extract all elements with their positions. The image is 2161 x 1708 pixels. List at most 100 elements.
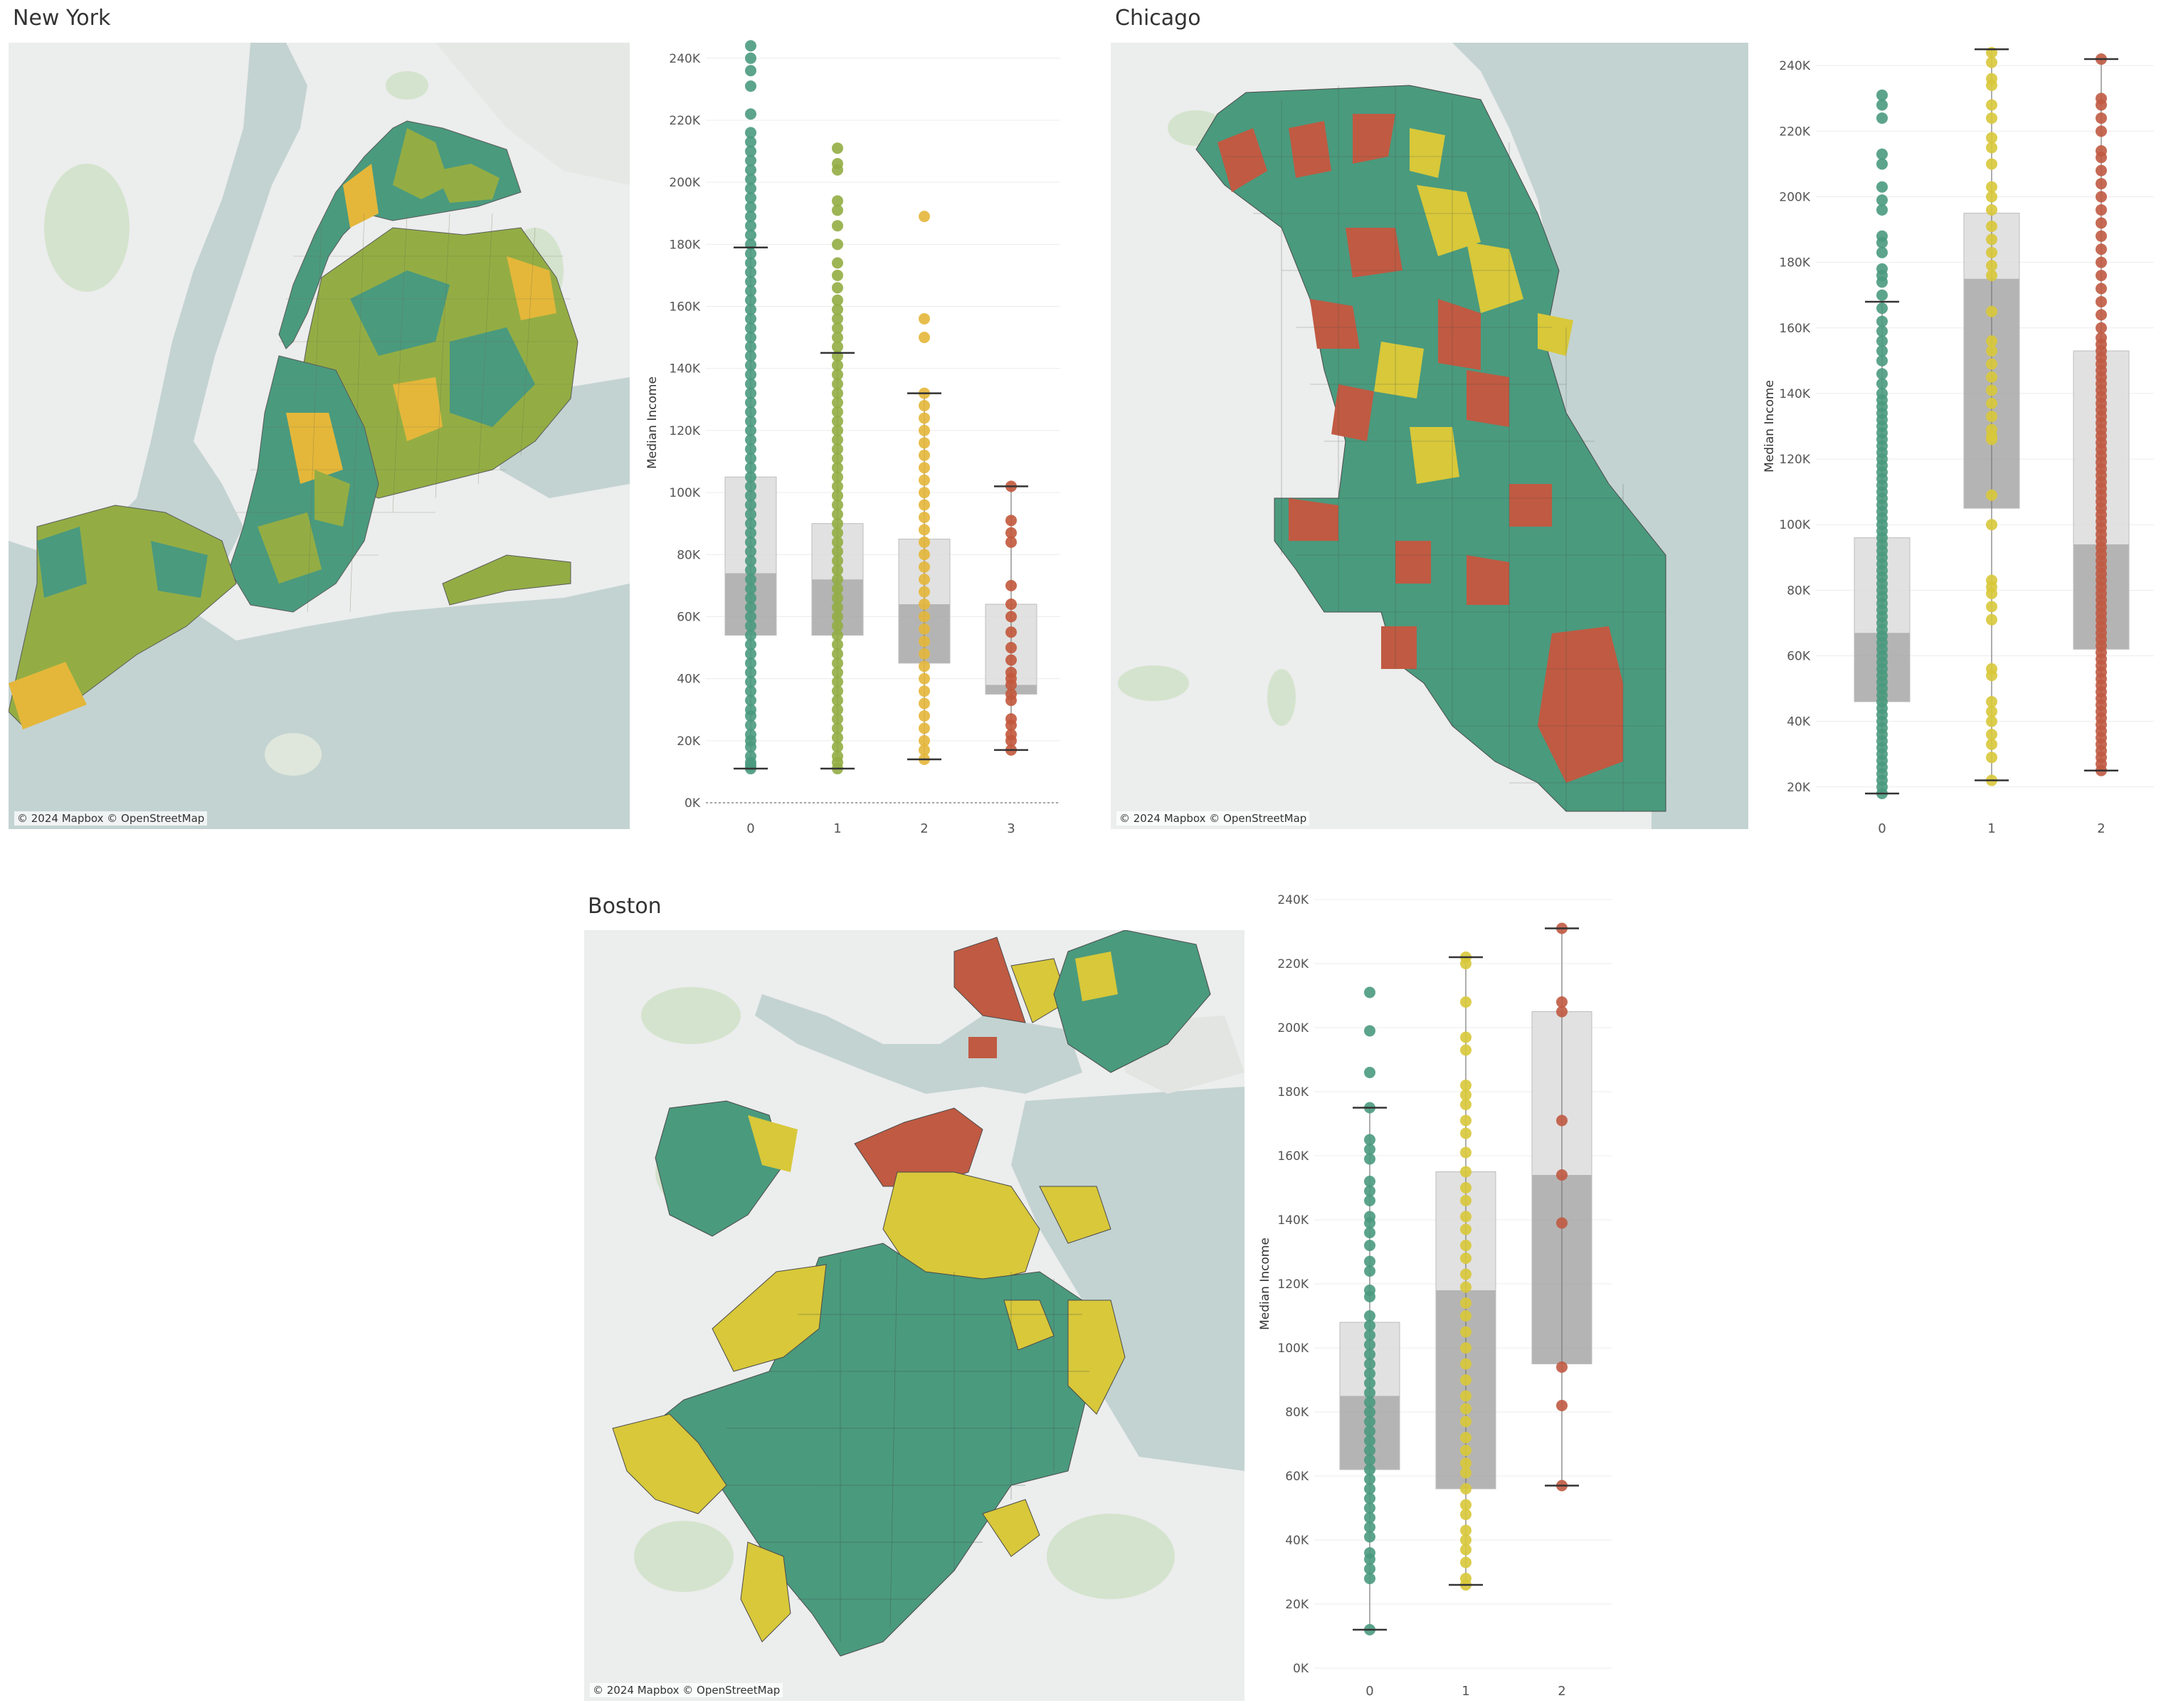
data-point[interactable] — [832, 536, 843, 548]
data-point[interactable] — [1364, 1349, 1375, 1360]
data-point[interactable] — [1364, 1483, 1375, 1494]
data-point[interactable] — [1460, 1044, 1472, 1056]
data-point[interactable] — [745, 666, 756, 678]
data-point[interactable] — [745, 359, 756, 371]
data-point[interactable] — [1986, 112, 1997, 124]
data-point[interactable] — [832, 629, 843, 641]
data-point[interactable] — [745, 480, 756, 492]
data-point[interactable] — [1986, 371, 1997, 383]
data-point[interactable] — [832, 238, 843, 251]
data-point[interactable] — [832, 359, 843, 371]
data-point[interactable] — [1364, 1134, 1375, 1146]
data-point[interactable] — [1460, 1432, 1472, 1443]
data-point[interactable] — [1005, 713, 1017, 725]
data-point[interactable] — [1364, 1265, 1375, 1277]
data-point[interactable] — [832, 527, 843, 539]
data-point[interactable] — [1364, 1573, 1375, 1584]
data-point[interactable] — [745, 191, 756, 204]
data-point[interactable] — [1460, 1099, 1472, 1110]
data-point[interactable] — [745, 695, 756, 707]
data-point[interactable] — [1986, 705, 1997, 717]
data-point[interactable] — [1986, 204, 1997, 216]
map-chicago[interactable]: © 2024 Mapbox © OpenStreetMap — [1111, 43, 1748, 829]
data-point[interactable] — [745, 65, 756, 77]
data-point[interactable] — [745, 433, 756, 446]
data-point[interactable] — [745, 638, 756, 650]
data-point[interactable] — [832, 583, 843, 595]
data-point[interactable] — [832, 433, 843, 446]
data-point[interactable] — [1460, 1403, 1472, 1415]
data-point[interactable] — [1556, 996, 1568, 1008]
data-point[interactable] — [745, 378, 756, 390]
data-point[interactable] — [919, 549, 930, 561]
data-point[interactable] — [919, 536, 930, 548]
data-point[interactable] — [745, 387, 756, 399]
data-point[interactable] — [1986, 233, 1997, 246]
data-point[interactable] — [1005, 688, 1017, 700]
data-point[interactable] — [745, 554, 756, 566]
data-point[interactable] — [1364, 1176, 1375, 1187]
data-point[interactable] — [1460, 1358, 1472, 1370]
data-point[interactable] — [745, 592, 756, 604]
data-point[interactable] — [919, 424, 930, 436]
data-point[interactable] — [832, 443, 843, 455]
data-point[interactable] — [745, 164, 756, 176]
data-point[interactable] — [745, 443, 756, 455]
data-point[interactable] — [745, 750, 756, 762]
data-point[interactable] — [832, 704, 843, 716]
data-point[interactable] — [1986, 384, 1997, 396]
data-point[interactable] — [1460, 1166, 1472, 1178]
data-point[interactable] — [2096, 309, 2107, 321]
data-point[interactable] — [1556, 1114, 1568, 1127]
data-point[interactable] — [1876, 302, 1888, 315]
data-point[interactable] — [745, 173, 756, 185]
data-point[interactable] — [745, 332, 756, 344]
data-point[interactable] — [1876, 378, 1888, 390]
data-point[interactable] — [1460, 1524, 1472, 1536]
data-point[interactable] — [745, 648, 756, 660]
data-point[interactable] — [832, 620, 843, 632]
data-point[interactable] — [1364, 1368, 1375, 1379]
data-point[interactable] — [1876, 345, 1888, 357]
data-point[interactable] — [1005, 579, 1017, 591]
data-point[interactable] — [832, 695, 843, 707]
data-point[interactable] — [1460, 1253, 1472, 1264]
data-point[interactable] — [1364, 1473, 1375, 1485]
data-point[interactable] — [1556, 1006, 1568, 1018]
data-point[interactable] — [1986, 132, 1997, 144]
data-point[interactable] — [1460, 1268, 1472, 1280]
data-point[interactable] — [1876, 289, 1888, 301]
data-point[interactable] — [1460, 1467, 1472, 1479]
data-point[interactable] — [832, 741, 843, 753]
data-point[interactable] — [1556, 1169, 1568, 1181]
data-point[interactable] — [745, 145, 756, 157]
data-point[interactable] — [1986, 99, 1997, 111]
data-point[interactable] — [1364, 1547, 1375, 1559]
data-point[interactable] — [1005, 642, 1017, 654]
data-point[interactable] — [1364, 1531, 1375, 1543]
data-point[interactable] — [1460, 996, 1472, 1008]
data-point[interactable] — [745, 415, 756, 427]
data-point[interactable] — [832, 378, 843, 390]
data-point[interactable] — [832, 406, 843, 418]
data-point[interactable] — [1876, 335, 1888, 347]
data-point[interactable] — [919, 734, 930, 747]
data-point[interactable] — [1876, 230, 1888, 242]
data-point[interactable] — [919, 211, 930, 223]
data-point[interactable] — [745, 704, 756, 716]
data-point[interactable] — [745, 471, 756, 483]
data-point[interactable] — [832, 592, 843, 604]
map-new-york[interactable]: © 2024 Mapbox © OpenStreetMap — [9, 43, 630, 829]
data-point[interactable] — [745, 545, 756, 557]
data-point[interactable] — [832, 387, 843, 399]
data-point[interactable] — [1460, 1310, 1472, 1322]
data-point[interactable] — [1364, 1492, 1375, 1504]
data-point[interactable] — [919, 412, 930, 424]
data-point[interactable] — [1460, 1114, 1472, 1127]
data-point[interactable] — [745, 685, 756, 697]
data-point[interactable] — [832, 601, 843, 613]
data-point[interactable] — [1986, 411, 1997, 423]
data-point[interactable] — [1364, 1445, 1375, 1456]
data-point[interactable] — [2096, 256, 2107, 268]
data-point[interactable] — [1005, 611, 1017, 623]
